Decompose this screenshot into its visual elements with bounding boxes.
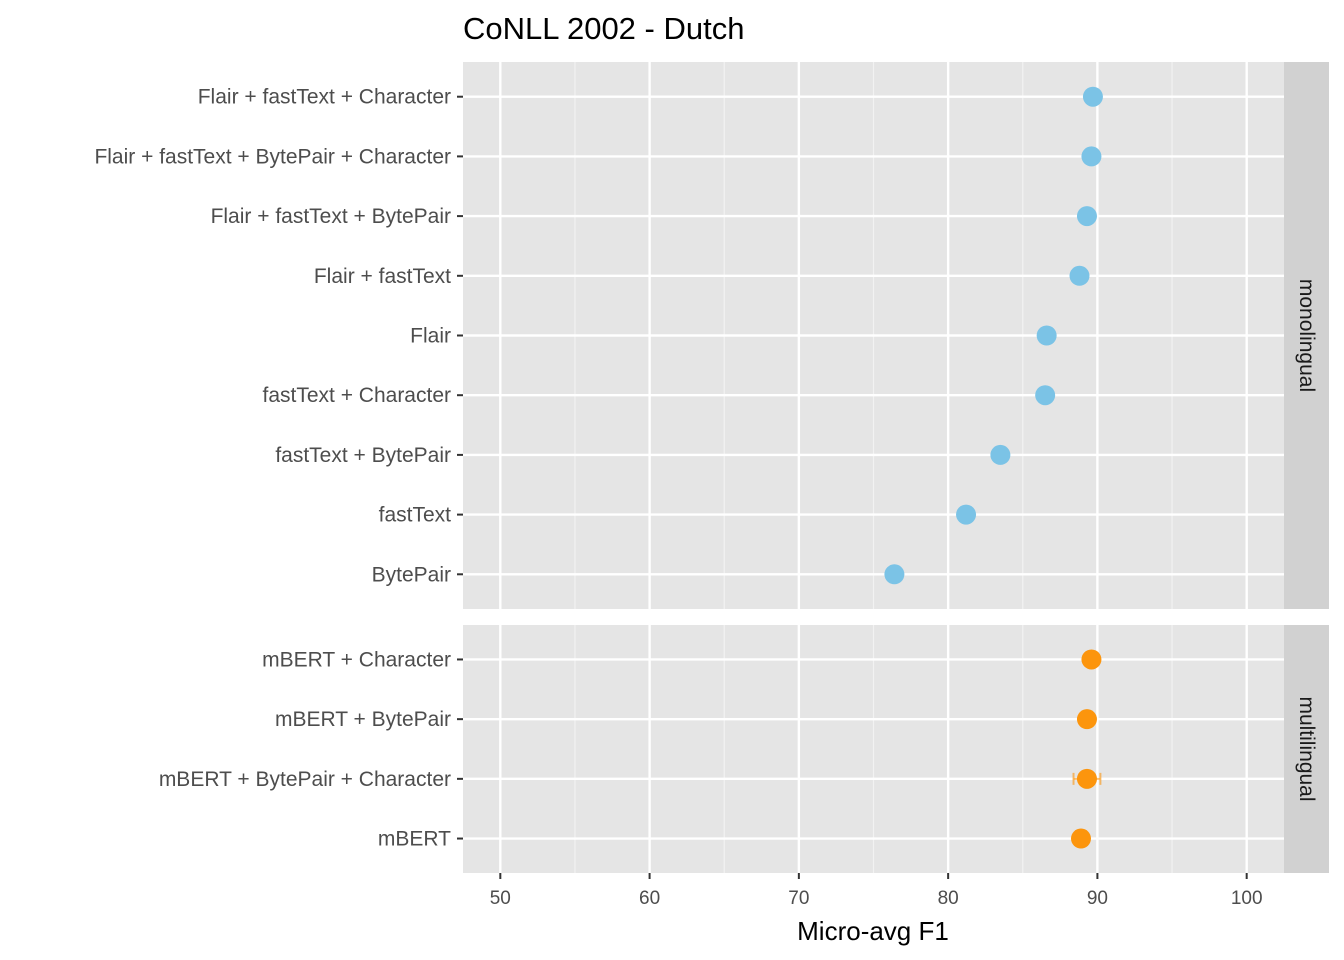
x-tick-label: 100 (1231, 888, 1263, 909)
data-point (1081, 649, 1102, 670)
x-tick-label: 50 (490, 888, 511, 909)
category-label: fastText + BytePair (275, 444, 451, 467)
x-tick-label: 90 (1087, 888, 1108, 909)
panel-monolingual: Flair + fastText + Character Flair + fast… (94, 62, 1329, 609)
x-tick-label: 80 (938, 888, 959, 909)
category-label: Flair + fastText + BytePair (211, 205, 451, 228)
data-point (1076, 768, 1097, 789)
category-label: Flair (410, 325, 451, 348)
facet-strip-label: multilingual (1295, 696, 1318, 801)
data-point (1035, 385, 1056, 406)
data-point (956, 504, 977, 525)
facet-strip-label: monolingual (1295, 279, 1318, 392)
category-label: mBERT + BytePair + Character (159, 768, 451, 791)
category-label: mBERT + Character (262, 648, 451, 671)
data-point (884, 564, 905, 585)
panel-multilingual: mBERT + Character mBERT + BytePair mBERT +… (159, 625, 1329, 873)
category-label: mBERT + BytePair (275, 708, 451, 731)
data-point (990, 444, 1011, 465)
category-label: Flair + fastText (314, 265, 451, 288)
facet-strip (1284, 625, 1329, 873)
category-label: Flair + fastText + BytePair + Character (94, 145, 451, 168)
category-label: BytePair (372, 563, 451, 586)
x-axis: 50 60 70 80 90 100 (490, 873, 1263, 909)
data-point (1070, 828, 1091, 849)
x-tick-label: 70 (788, 888, 809, 909)
x-axis-label: Micro-avg F1 (797, 916, 949, 946)
data-point (1069, 265, 1090, 286)
category-label: Flair + fastText + Character (198, 86, 451, 109)
data-point (1076, 709, 1097, 730)
category-label: mBERT (378, 828, 451, 851)
panels: Flair + fastText + Character Flair + fast… (94, 62, 1329, 873)
data-point (1082, 86, 1103, 107)
facet-strip (1284, 62, 1329, 609)
x-tick-label: 60 (639, 888, 660, 909)
category-label: fastText + Character (263, 384, 452, 407)
data-point (1076, 206, 1097, 227)
data-point (1036, 325, 1057, 346)
data-point (1081, 146, 1102, 167)
chart-title: CoNLL 2002 - Dutch (463, 11, 744, 46)
category-label: fastText (379, 504, 452, 527)
